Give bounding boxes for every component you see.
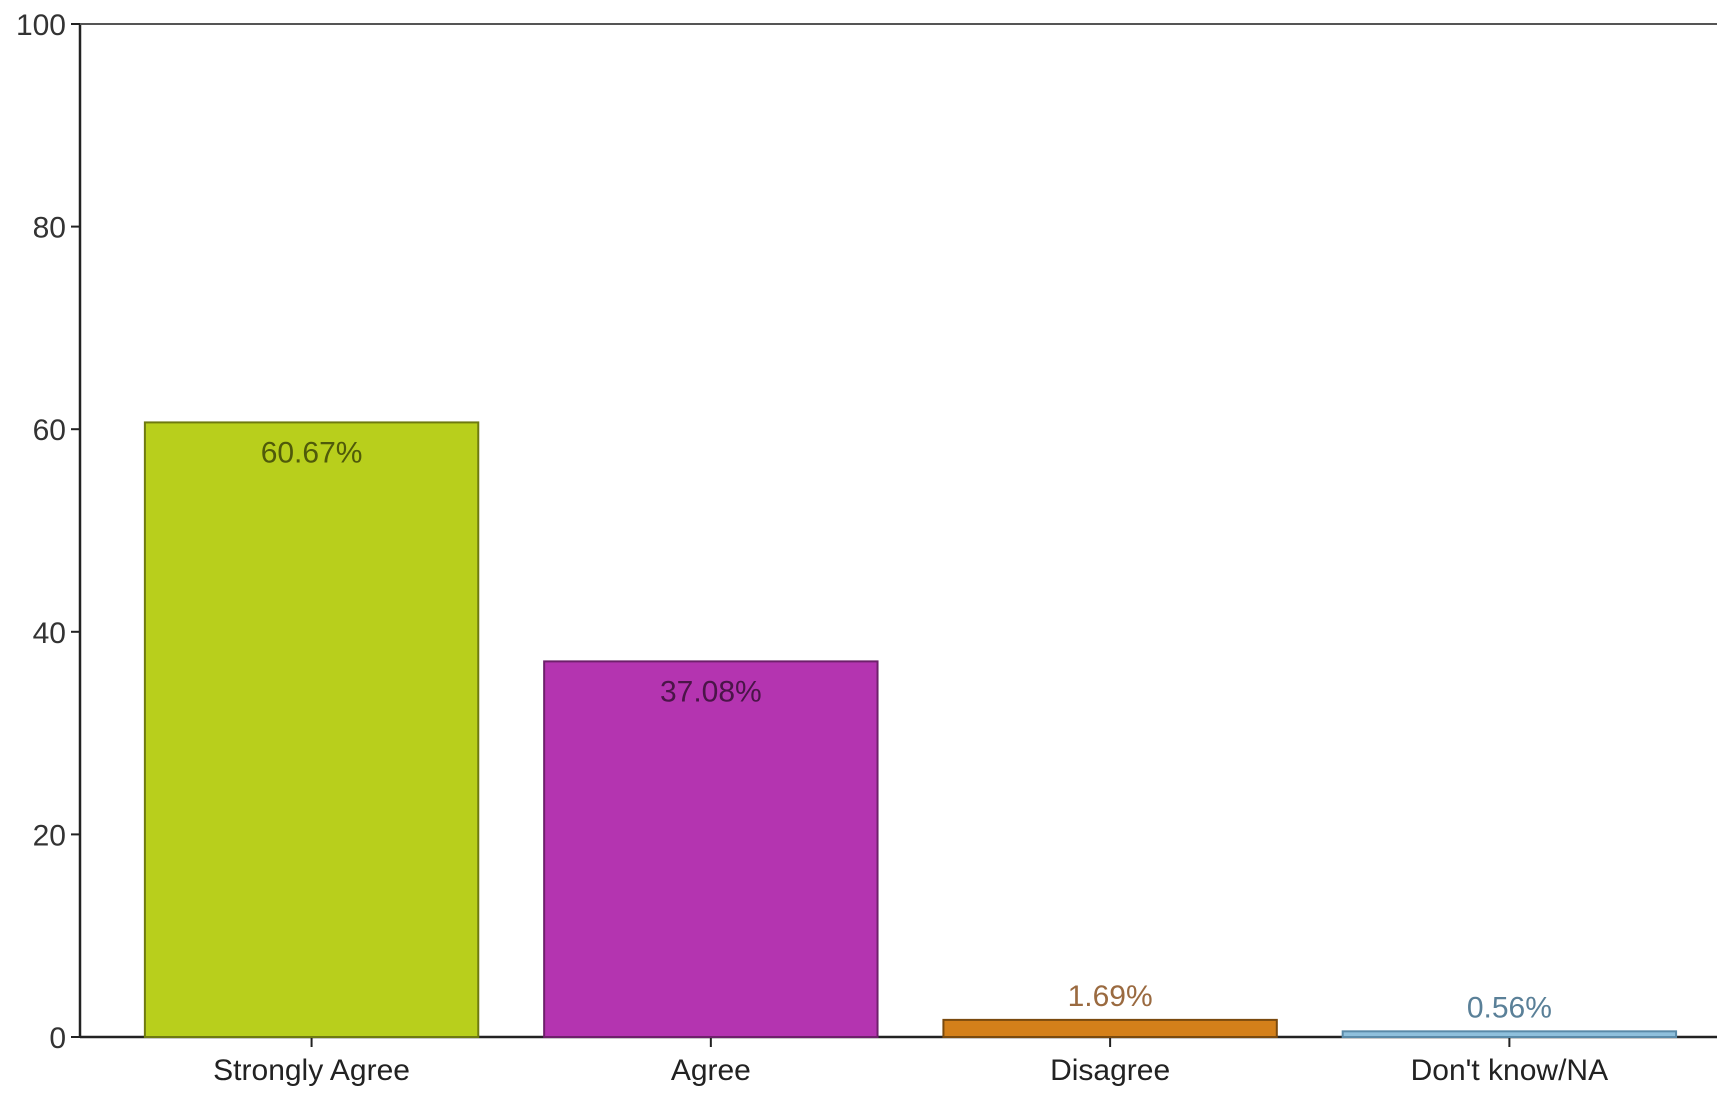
y-tick-label: 0 xyxy=(49,1022,66,1055)
data-labels: 60.67% 37.08% 1.69% 0.56% xyxy=(261,436,1552,1024)
y-axis: 0 20 40 60 80 100 xyxy=(16,9,1717,1055)
y-tick-label: 100 xyxy=(16,9,66,42)
x-axis: Strongly Agree Agree Disagree Don't know/NA xyxy=(80,1035,1717,1087)
data-label: 1.69% xyxy=(1068,980,1153,1013)
data-label: 60.67% xyxy=(261,436,363,469)
x-tick-label: Strongly Agree xyxy=(213,1054,410,1087)
x-tick-label: Don't know/NA xyxy=(1411,1054,1608,1087)
bar xyxy=(942,1018,1278,1039)
x-tick-label: Disagree xyxy=(1050,1054,1170,1087)
x-tick-label: Agree xyxy=(671,1054,751,1087)
bar xyxy=(543,660,879,1038)
y-tick-label: 60 xyxy=(33,414,66,447)
y-tick-label: 20 xyxy=(33,819,66,852)
bar xyxy=(143,421,480,1038)
data-label: 0.56% xyxy=(1467,991,1552,1024)
y-tick-label: 80 xyxy=(33,212,66,245)
y-tick-label: 40 xyxy=(33,617,66,650)
data-label: 37.08% xyxy=(660,675,762,708)
bars xyxy=(143,421,1678,1039)
bar xyxy=(1341,1030,1678,1038)
